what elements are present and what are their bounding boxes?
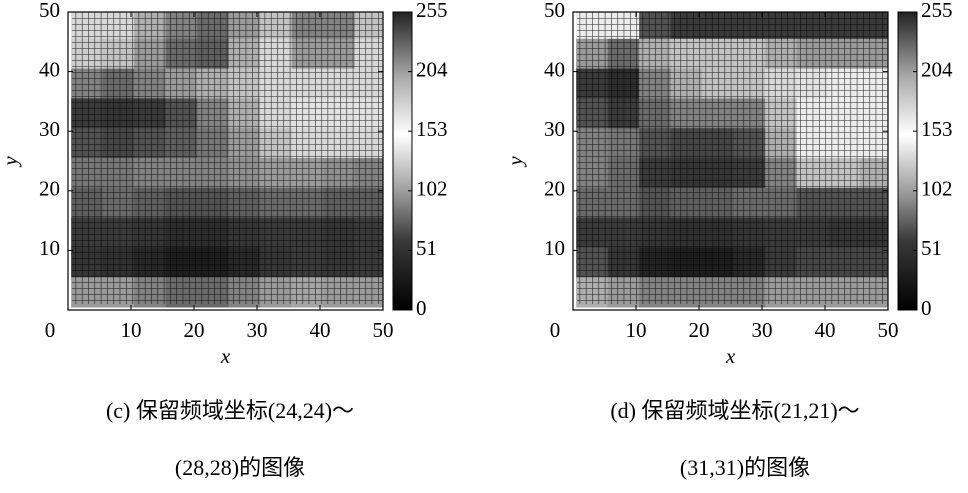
x-tick-label: 20 [689,318,710,342]
colorbar [897,11,918,311]
y-tick-label: 10 [39,236,60,260]
heatmap [576,12,888,308]
caption: (c) 保留频域坐标(24,24)～ [106,398,354,423]
y-tick-label: 40 [544,57,565,81]
x-tick-label: 0 [550,318,561,342]
caption: (31,31)的图像 [680,455,810,480]
x-tick-label: 30 [247,318,268,342]
colorbar-tick-label: 204 [416,57,448,81]
heatmap [71,12,383,308]
colorbar-tick-label: 204 [921,57,953,81]
colorbar-tick-label: 255 [921,0,953,22]
x-tick-label: 40 [815,318,836,342]
y-tick-label: 10 [544,236,565,260]
x-tick-label: 50 [373,318,394,342]
x-axis-label: x [220,344,231,368]
x-axis-label: x [725,344,736,368]
y-tick-label: 40 [39,57,60,81]
colorbar [392,11,413,311]
colorbar-tick-label: 51 [921,236,942,260]
colorbar-tick-label: 102 [416,177,448,201]
colorbar-tick-label: 153 [416,117,448,141]
y-tick-label: 50 [544,0,565,22]
x-tick-label: 30 [752,318,773,342]
mesh [577,12,888,304]
colorbar-tick-label: 102 [921,177,953,201]
caption: (28,28)的图像 [175,455,305,480]
y-tick-label: 20 [544,177,565,201]
x-tick-label: 20 [184,318,205,342]
y-axis-label: y [0,156,22,168]
mesh [72,12,383,304]
x-tick-label: 10 [626,318,647,342]
x-tick-label: 50 [878,318,899,342]
y-tick-label: 50 [39,0,60,22]
y-axis-label: y [503,156,527,168]
x-tick-label: 0 [45,318,56,342]
colorbar-tick-label: 255 [416,0,448,22]
colorbar-tick-label: 153 [921,117,953,141]
colorbar-tick-label: 0 [416,296,427,320]
colorbar-tick-label: 51 [416,236,437,260]
axes-frame [67,11,384,311]
y-tick-label: 20 [39,177,60,201]
x-tick-label: 40 [310,318,331,342]
axes-frame [572,11,889,311]
colorbar-tick-label: 0 [921,296,932,320]
y-tick-label: 30 [39,117,60,141]
caption: (d) 保留频域坐标(21,21)～ [610,398,859,423]
x-tick-label: 10 [121,318,142,342]
y-tick-label: 30 [544,117,565,141]
